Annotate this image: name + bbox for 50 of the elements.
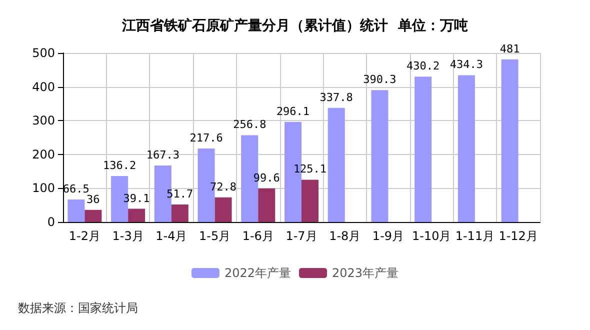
bar	[371, 90, 388, 222]
legend-label: 2022年产量	[224, 266, 292, 280]
data-label: 296.1	[276, 104, 310, 118]
bar	[458, 75, 475, 222]
bar	[214, 197, 232, 222]
y-tick-label: 100	[32, 181, 55, 196]
y-tick-label: 400	[32, 80, 55, 94]
data-label: 167.3	[146, 148, 180, 162]
bar	[501, 59, 518, 222]
legend-label: 2023年产量	[332, 266, 399, 280]
source-note: 数据来源：国家统计局	[18, 301, 138, 315]
x-tick-label: 1-8月	[329, 229, 361, 243]
data-label: 66.5	[62, 182, 90, 196]
y-tick-label: 200	[32, 147, 55, 162]
data-label: 36	[86, 192, 100, 206]
data-label: 125.1	[293, 162, 327, 176]
data-label: 51.7	[166, 188, 194, 201]
data-label: 72.8	[210, 180, 237, 194]
x-tick-label: 1-4月	[156, 229, 188, 243]
bar	[328, 108, 345, 222]
bar	[414, 76, 432, 222]
data-label: 337.8	[320, 90, 353, 104]
data-label: 39.1	[123, 192, 150, 205]
bar	[171, 204, 188, 222]
y-tick-label: 0	[47, 215, 55, 229]
bar	[68, 200, 85, 222]
y-tick-label: 500	[32, 46, 55, 60]
data-label: 430.2	[406, 60, 440, 73]
data-label: 256.8	[233, 118, 266, 132]
data-label: 217.6	[190, 131, 223, 144]
data-label: 136.2	[102, 158, 136, 172]
x-tick-label: 1-3月	[112, 229, 144, 243]
x-tick-label: 1-9月	[372, 229, 404, 243]
x-tick-label: 1-12月	[498, 229, 538, 243]
data-label: 390.3	[363, 73, 396, 86]
x-tick-label: 1-10月	[412, 229, 452, 243]
x-tick-label: 1-11月	[455, 229, 495, 243]
bar	[302, 180, 318, 222]
chart-title: 江西省铁矿石原矿产量分月（累计值）统计 单位：万吨	[121, 17, 468, 34]
x-tick-label: 1-2月	[68, 229, 100, 243]
x-tick-label: 1-7月	[286, 229, 318, 243]
y-tick-label: 300	[32, 114, 55, 128]
bar	[84, 210, 102, 222]
x-tick-label: 1-6月	[242, 229, 274, 243]
data-label: 434.3	[450, 58, 484, 72]
bar	[258, 188, 276, 222]
bar	[128, 208, 146, 222]
x-tick-label: 1-5月	[198, 229, 231, 243]
data-label: 481	[500, 42, 520, 56]
data-label: 99.6	[253, 171, 280, 184]
